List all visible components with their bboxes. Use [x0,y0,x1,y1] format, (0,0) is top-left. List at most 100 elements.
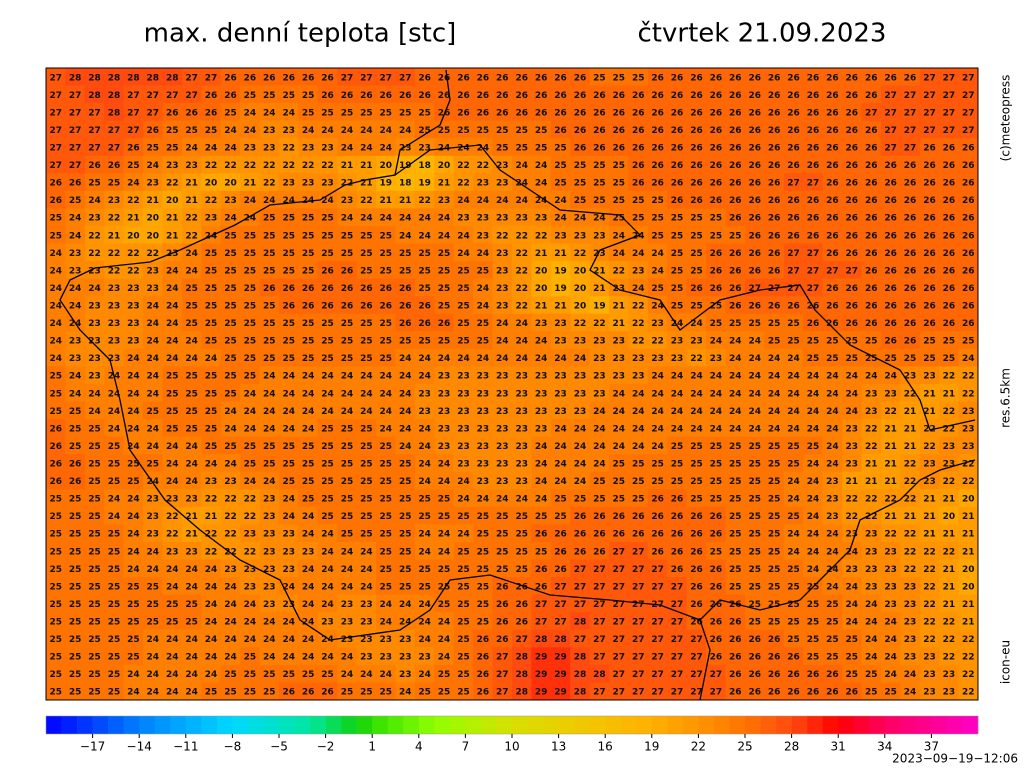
grid-cell [65,68,86,87]
cell-value: 27 [166,91,179,101]
cell-value: 25 [321,354,334,364]
cell-value: 24 [807,477,820,487]
grid-cell [395,173,416,192]
cell-value: 23 [632,354,645,364]
cell-value: 24 [496,319,509,329]
cell-value: 25 [88,635,101,645]
grid-cell [143,68,163,87]
cell-value: 26 [574,91,587,101]
grid-cell [162,155,183,174]
cell-value: 26 [671,512,684,522]
cell-value: 27 [69,144,82,154]
cell-value: 25 [282,442,295,452]
cell-value: 25 [787,460,800,470]
cell-value: 23 [554,389,567,399]
cell-value: 24 [185,565,198,575]
cell-value: 25 [224,389,237,399]
cell-value: 25 [185,319,198,329]
cell-value: 27 [787,266,800,276]
cell-value: 27 [632,565,645,575]
colorbar-segment [651,716,668,734]
cell-value: 24 [147,389,160,399]
cell-value: 25 [457,302,470,312]
cell-value: 25 [69,547,82,557]
cell-value: 26 [748,635,761,645]
colorbar-tick-label: −5 [270,740,288,754]
cell-value: 25 [496,144,509,154]
cell-value: 25 [826,354,839,364]
grid-cell [84,138,105,157]
cell-value: 25 [302,249,315,259]
cell-value: 25 [380,337,393,347]
cell-value: 24 [438,460,451,470]
cell-value: 24 [205,618,218,628]
cell-value: 24 [515,161,528,171]
cell-value: 25 [710,231,723,241]
cell-value: 25 [108,653,121,663]
cell-value: 23 [69,337,82,347]
cell-value: 24 [127,389,140,399]
cell-value: 25 [399,108,412,118]
cell-value: 26 [787,126,800,136]
grid-cell [317,173,338,192]
cell-value: 25 [88,688,101,698]
cell-value: 25 [748,547,761,557]
cell-value: 25 [826,653,839,663]
grid-cell [939,103,960,122]
cell-value: 23 [923,670,936,680]
cell-value: 25 [88,495,101,505]
colorbar-segment [123,716,140,734]
cell-value: 22 [205,196,218,206]
colorbar-segment [372,716,389,734]
grid-cell [414,85,435,104]
cell-value: 26 [768,302,781,312]
cell-value: 24 [244,108,257,118]
cell-value: 23 [127,284,140,294]
cell-value: 25 [49,670,62,680]
cell-value: 23 [477,407,490,417]
colorbar-segment [185,716,202,734]
cell-value: 26 [651,108,664,118]
cell-value: 24 [884,670,897,680]
cell-value: 25 [205,688,218,698]
cell-value: 21 [341,161,354,171]
cell-value: 25 [651,196,664,206]
cell-value: 26 [807,108,820,118]
cell-value: 26 [904,231,917,241]
cell-value: 26 [515,618,528,628]
cell-value: 26 [671,495,684,505]
cell-value: 24 [826,582,839,592]
grid-cell [317,155,338,174]
cell-value: 26 [535,530,548,540]
cell-value: 25 [438,266,451,276]
grid-cell [84,155,105,174]
cell-value: 26 [671,91,684,101]
cell-value: 22 [923,618,936,628]
cell-value: 25 [399,477,412,487]
grid-cell [414,138,435,157]
cell-value: 24 [496,337,509,347]
cell-value: 22 [613,266,626,276]
cell-value: 24 [399,214,412,224]
cell-value: 26 [748,179,761,189]
grid-cell [745,120,765,139]
cell-value: 24 [496,495,509,505]
cell-value: 21 [593,266,606,276]
grid-cell [861,138,882,157]
colorbar-tick-label: 10 [504,740,519,754]
cell-value: 25 [380,547,393,557]
cell-value: 26 [904,179,917,189]
cell-value: 28 [574,618,587,628]
cell-value: 25 [748,565,761,575]
grid-cell [181,103,202,122]
colorbar-tick-label: −14 [127,740,152,754]
cell-value: 23 [671,354,684,364]
cell-value: 22 [515,266,528,276]
cell-value: 24 [613,231,626,241]
cell-value: 25 [224,372,237,382]
grid-cell [686,173,707,192]
cell-value: 26 [690,144,703,154]
cell-value: 21 [904,442,917,452]
cell-value: 26 [49,179,62,189]
cell-value: 24 [807,530,820,540]
